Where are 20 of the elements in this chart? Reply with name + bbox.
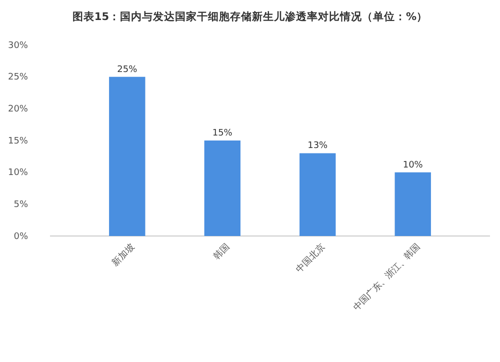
y-tick-label: 30% <box>8 40 28 51</box>
y-tick-label: 20% <box>8 104 28 115</box>
data-label: 25% <box>117 64 138 75</box>
data-label: 13% <box>308 141 328 152</box>
data-label: 15% <box>212 128 233 138</box>
y-tick-label: 25% <box>8 72 28 83</box>
x-tick-label: 韩国 <box>212 242 232 262</box>
chart-title: 图表15：国内与发达国家干细胞存储新生儿渗透率对比情况（单位：%） <box>72 10 428 23</box>
y-tick-label: 0% <box>14 232 28 242</box>
x-tick-label: 中国广东、浙江、韩国 <box>351 242 423 314</box>
bar <box>109 76 146 236</box>
bar <box>394 172 431 236</box>
x-tick-label: 新加坡 <box>110 242 137 269</box>
y-tick-label: 15% <box>8 136 28 146</box>
y-tick-label: 10% <box>8 168 28 178</box>
x-tick-label: 中国北京 <box>294 242 328 275</box>
y-tick-label: 5% <box>14 200 28 210</box>
data-label: 10% <box>402 160 424 170</box>
bar <box>204 140 240 236</box>
bar <box>300 153 336 236</box>
